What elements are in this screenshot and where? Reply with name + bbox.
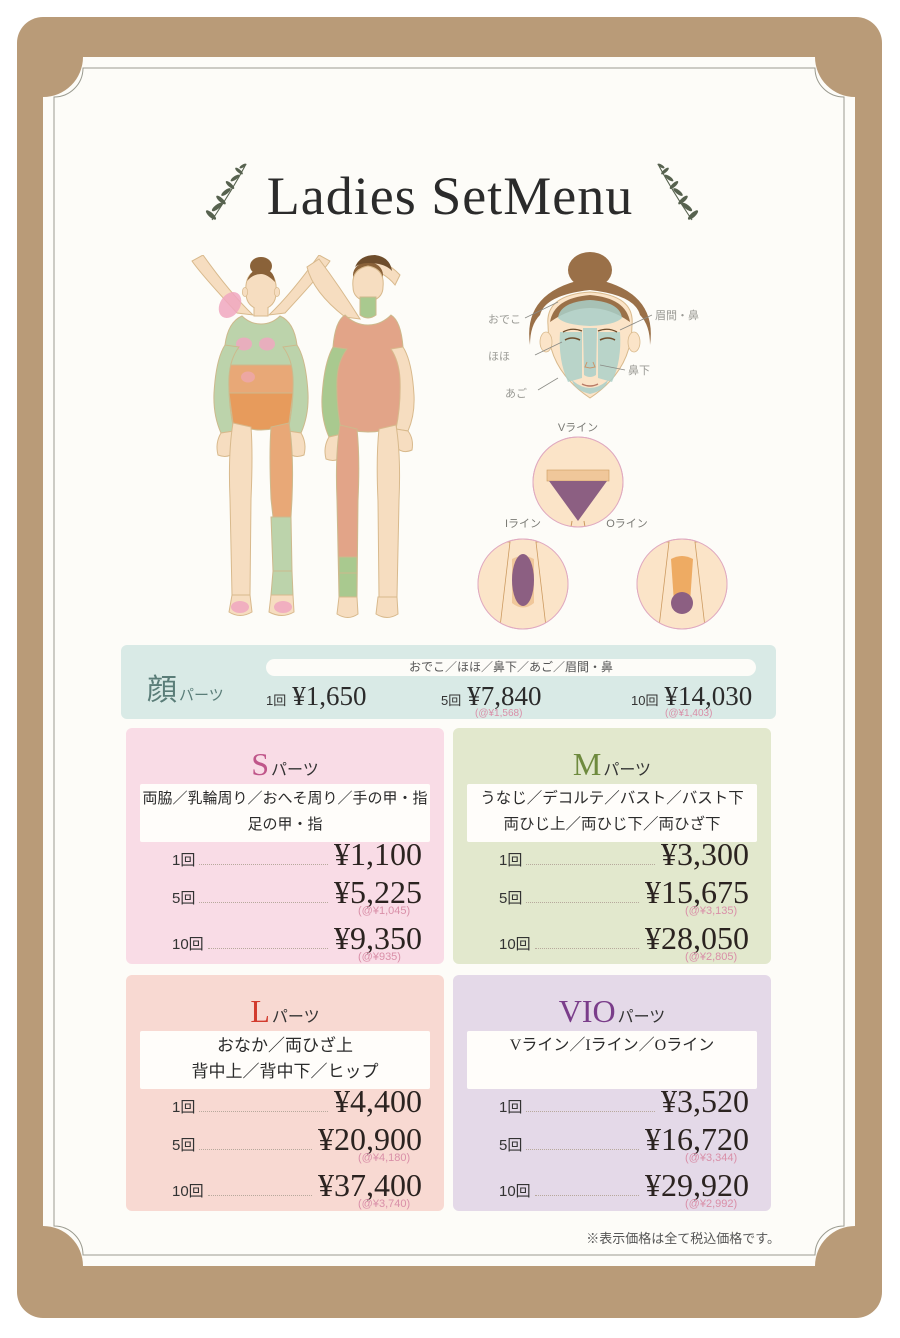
svg-text:あご: あご (505, 386, 527, 400)
svg-text:おでこ: おでこ (488, 313, 521, 326)
svg-text:Oライン: Oライン (606, 518, 648, 530)
svg-text:眉間・鼻: 眉間・鼻 (655, 308, 699, 322)
svg-text:Vライン: Vライン (558, 422, 598, 434)
svg-text:鼻下: 鼻下 (628, 363, 650, 377)
svg-text:Iライン: Iライン (505, 518, 541, 530)
svg-text:ほほ: ほほ (488, 350, 510, 363)
